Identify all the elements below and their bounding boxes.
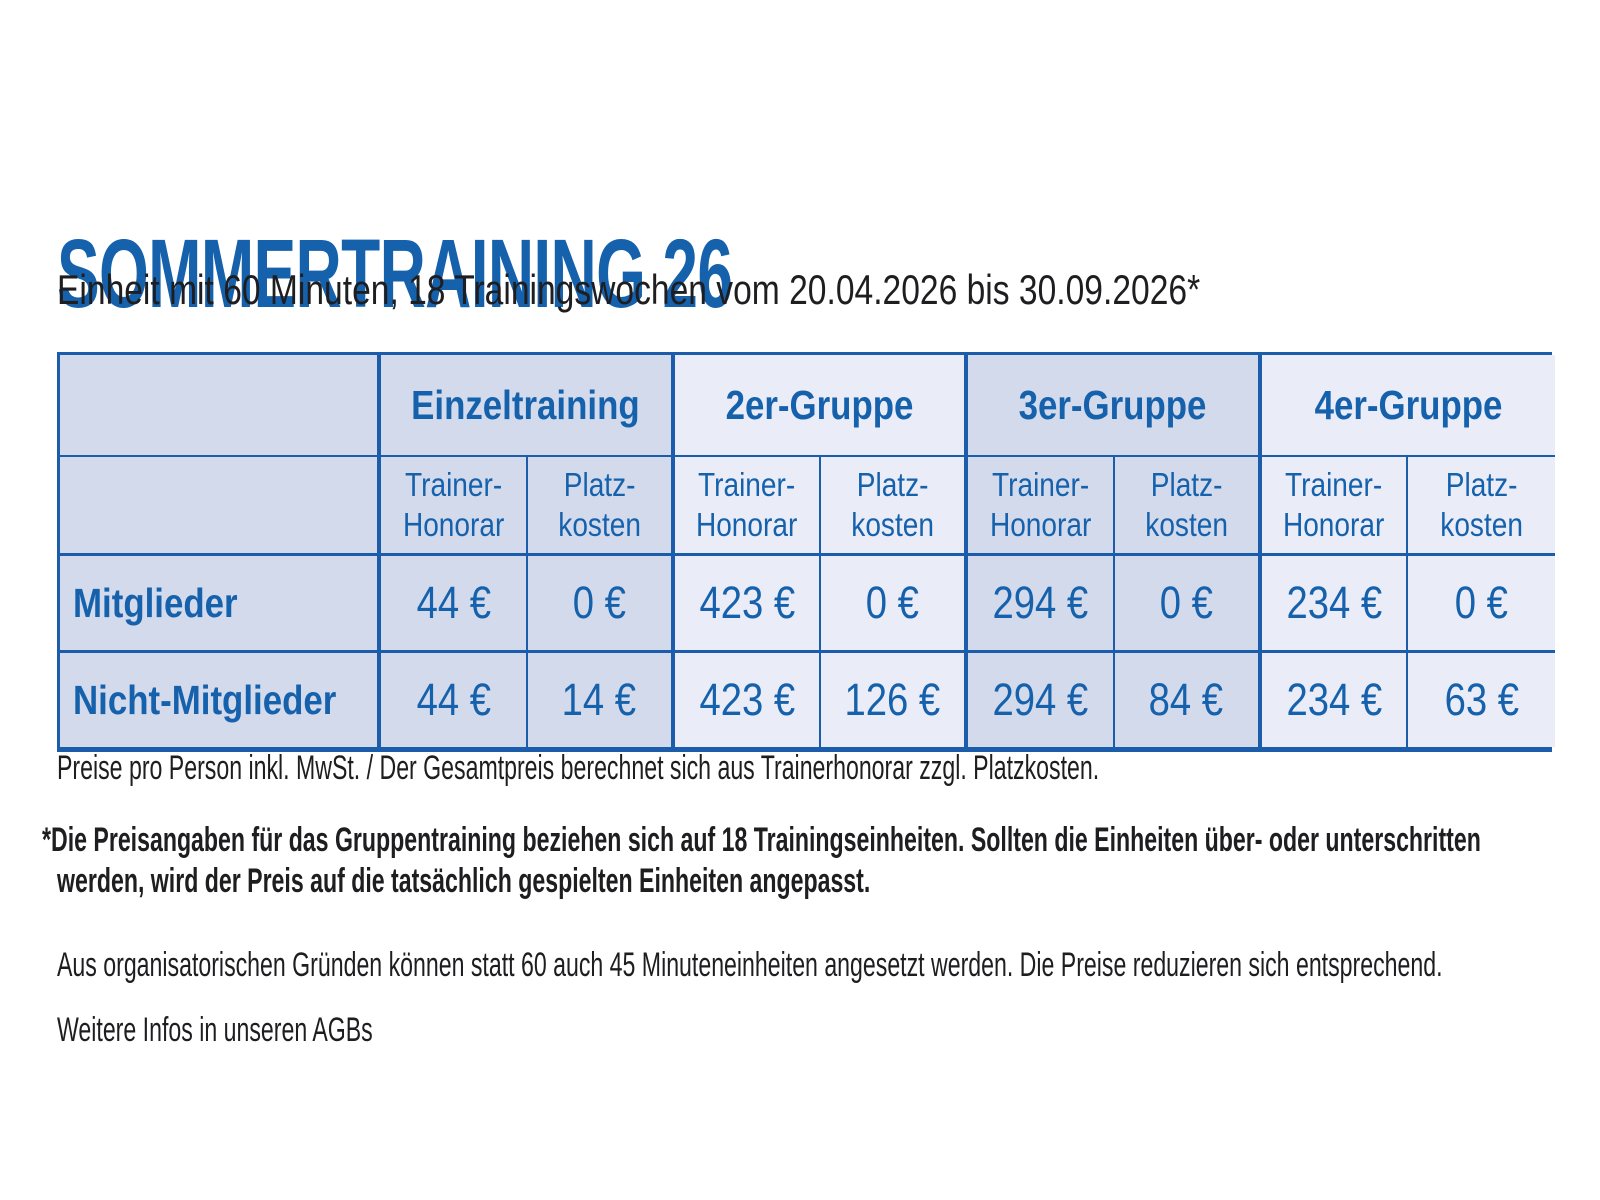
- subheader-trainer-honorar: Trainer- Honorar: [968, 457, 1115, 556]
- price-cell: 294 €: [968, 556, 1115, 653]
- subheader-platzkosten: Platz-kosten: [821, 457, 968, 556]
- page-subtitle-text: Einheit mit 60 Minuten, 18 Trainingswoch…: [57, 266, 1201, 313]
- price-cell: 0 €: [821, 556, 968, 653]
- subheader-empty-cell: [60, 457, 381, 556]
- price-cell: 44 €: [381, 556, 528, 653]
- price-cell: 44 €: [381, 653, 528, 747]
- price-cell: 294 €: [968, 653, 1115, 747]
- note-price-info: Preise pro Person inkl. MwSt. / Der Gesa…: [57, 749, 1100, 787]
- subheader-platzkosten: Platz-kosten: [1114, 457, 1262, 556]
- row-label-nicht-mitglieder: Nicht-Mitglieder: [60, 653, 381, 747]
- page-title: SOMMERTRAINING 26: [57, 225, 1080, 322]
- price-cell: 63 €: [1408, 653, 1555, 747]
- subheader-trainer-honorar: Trainer- Honorar: [381, 457, 528, 556]
- note-asterisk: *Die Preisangaben für das Gruppentrainin…: [42, 820, 1600, 903]
- note-agb-info: Weitere Infos in unseren AGBs: [57, 1011, 373, 1049]
- row-label-mitglieder: Mitglieder: [60, 556, 381, 653]
- subheader-platzkosten: Platz-kosten: [1408, 457, 1555, 556]
- note-asterisk-line2: werden, wird der Preis auf die tatsächli…: [57, 862, 871, 901]
- price-cell: 0 €: [1114, 556, 1262, 653]
- group-header-4er-gruppe: 4er-Gruppe: [1261, 355, 1555, 457]
- price-cell: 423 €: [674, 653, 822, 747]
- corner-cell: [60, 355, 381, 457]
- page-subtitle: Einheit mit 60 Minuten, 18 Trainingswoch…: [57, 266, 1486, 314]
- group-header-3er-gruppe: 3er-Gruppe: [968, 355, 1262, 457]
- price-cell: 84 €: [1114, 653, 1262, 747]
- subheader-trainer-honorar: Trainer- Honorar: [1261, 457, 1409, 556]
- subheader-trainer-honorar: Trainer- Honorar: [674, 457, 822, 556]
- note-asterisk-line1: *Die Preisangaben für das Gruppentrainin…: [42, 821, 1481, 859]
- price-cell: 0 €: [1408, 556, 1555, 653]
- group-header-2er-gruppe: 2er-Gruppe: [674, 355, 968, 457]
- note-minutes-info: Aus organisatorischen Gründen können sta…: [57, 946, 1443, 984]
- page-title-text: SOMMERTRAINING 26: [57, 218, 733, 328]
- price-cell: 126 €: [821, 653, 968, 747]
- price-table: Einzeltraining 2er-Gruppe 3er-Gruppe 4er…: [57, 352, 1555, 752]
- price-cell: 234 €: [1261, 556, 1409, 653]
- price-cell: 423 €: [674, 556, 822, 653]
- subheader-platzkosten: Platz-kosten: [527, 457, 675, 556]
- price-cell: 14 €: [527, 653, 675, 747]
- group-header-einzeltraining: Einzeltraining: [381, 355, 675, 457]
- price-cell: 234 €: [1261, 653, 1409, 747]
- price-cell: 0 €: [527, 556, 675, 653]
